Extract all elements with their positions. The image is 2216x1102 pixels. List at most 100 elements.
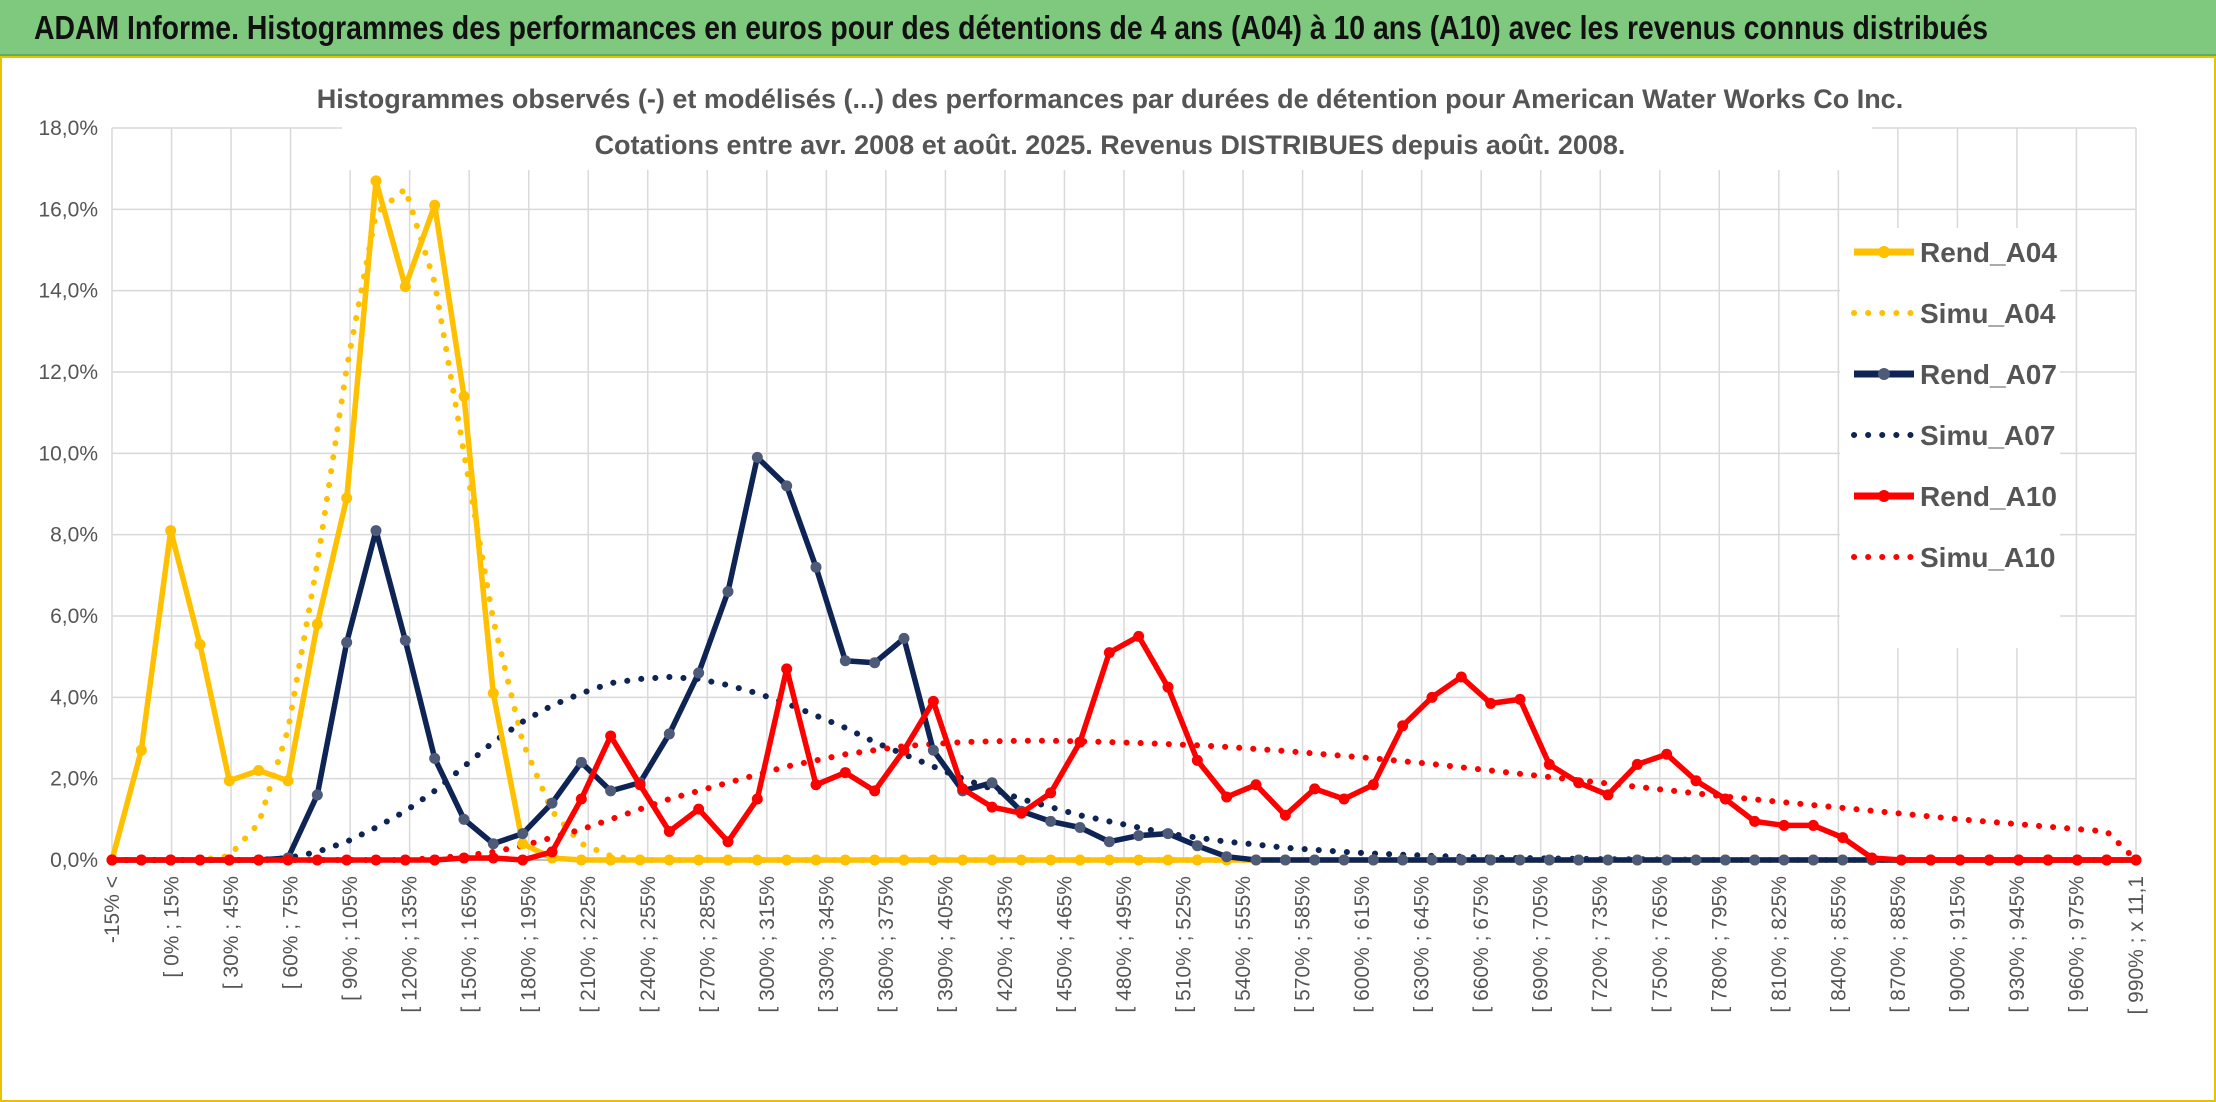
data-point — [986, 777, 998, 789]
x-axis-labels: -15% < [ 0% ; 15% [ 30% ; 45% [ 60% ; 75% [ … — [101, 876, 2148, 1015]
data-point — [1074, 821, 1086, 833]
legend-label: Rend_A07 — [1920, 359, 2057, 390]
data-point — [546, 846, 558, 858]
x-tick-label: [ 0% ; 15% — [161, 876, 184, 978]
data-point — [1191, 840, 1203, 852]
x-tick-label: [ 600% ; 615% — [1351, 876, 1374, 1013]
x-tick-label: [ 450% ; 465% — [1053, 876, 1076, 1013]
data-point — [1162, 681, 1174, 693]
x-tick-label: [ 690% ; 705% — [1530, 876, 1553, 1013]
data-point — [2013, 854, 2025, 866]
data-point — [1925, 854, 1937, 866]
data-point — [253, 765, 265, 777]
x-tick-label: [ 30% ; 45% — [220, 876, 243, 989]
data-point — [663, 854, 675, 866]
data-point — [575, 793, 587, 805]
data-point — [1837, 854, 1849, 866]
data-point — [1045, 815, 1057, 827]
data-point — [1309, 854, 1321, 866]
y-tick-label: 16,0% — [38, 198, 98, 221]
data-point — [370, 175, 382, 187]
x-tick-label: [ 990% ; x 11,1 — [2125, 876, 2148, 1015]
data-point — [1103, 647, 1115, 659]
data-point — [1015, 854, 1027, 866]
data-point — [429, 752, 441, 764]
data-point — [869, 657, 881, 669]
data-point — [1279, 854, 1291, 866]
y-axis-labels: 0,0% 2,0% 4,0% 6,0% 8,0% 10,0% 12,0% 14,0% 16,0%… — [38, 117, 98, 872]
data-point — [722, 854, 734, 866]
data-point — [399, 854, 411, 866]
x-tick-label: -15% < — [101, 876, 124, 943]
data-point — [2071, 854, 2083, 866]
chart-title-line-1: Histogrammes observés (-) et modélisés (… — [317, 84, 1903, 114]
data-point — [1250, 854, 1262, 866]
data-point — [1778, 854, 1790, 866]
data-point — [751, 451, 763, 463]
data-point — [399, 634, 411, 646]
data-point — [1133, 854, 1145, 866]
data-point — [869, 785, 881, 797]
data-point — [1749, 854, 1761, 866]
data-point — [986, 854, 998, 866]
data-point — [1074, 854, 1086, 866]
data-point — [487, 838, 499, 850]
legend-label: Simu_A07 — [1920, 420, 2055, 451]
data-point — [341, 854, 353, 866]
data-point — [311, 789, 323, 801]
data-point — [1719, 793, 1731, 805]
data-point — [1191, 754, 1203, 766]
data-point — [1191, 854, 1203, 866]
data-point — [1778, 819, 1790, 831]
legend-backdrop — [1840, 228, 2060, 648]
data-point — [165, 525, 177, 537]
data-point — [1895, 854, 1907, 866]
data-point — [1661, 854, 1673, 866]
x-tick-label: [ 90% ; 105% — [339, 876, 362, 1001]
data-point — [1749, 815, 1761, 827]
data-point — [898, 854, 910, 866]
data-point — [1954, 854, 1966, 866]
data-point — [810, 854, 822, 866]
data-point — [1602, 854, 1614, 866]
data-point — [810, 561, 822, 573]
data-point — [1426, 691, 1438, 703]
legend-label: Simu_A04 — [1920, 298, 2056, 329]
legend-item: Simu_A07 — [1851, 420, 2055, 451]
data-point — [223, 775, 235, 787]
y-tick-label: 12,0% — [38, 361, 98, 384]
y-tick-label: 2,0% — [50, 768, 98, 791]
data-point — [106, 854, 118, 866]
data-point — [1338, 854, 1350, 866]
data-point — [869, 854, 881, 866]
data-point — [1485, 854, 1497, 866]
data-point — [1573, 777, 1585, 789]
x-tick-label: [ 540% ; 555% — [1232, 876, 1255, 1013]
x-tick-label: [ 390% ; 405% — [934, 876, 957, 1013]
data-point — [223, 854, 235, 866]
data-point — [399, 281, 411, 293]
data-point — [839, 767, 851, 779]
chart: 0,0% 2,0% 4,0% 6,0% 8,0% 10,0% 12,0% 14,0% 16,0%… — [38, 58, 2148, 1015]
legend-label: Simu_A10 — [1920, 542, 2055, 573]
data-point — [1455, 671, 1467, 683]
data-point — [1543, 758, 1555, 770]
data-point — [282, 854, 294, 866]
data-point — [1162, 828, 1174, 840]
data-point — [1103, 854, 1115, 866]
legend: Rend_A04 Simu_A04 Rend_A07 Simu_A07 Rend_A10… — [1851, 237, 2057, 573]
data-point — [341, 492, 353, 504]
data-point — [2130, 854, 2142, 866]
data-point — [311, 618, 323, 630]
chart-grid — [111, 127, 2137, 861]
x-tick-label: [ 330% ; 345% — [815, 876, 838, 1013]
data-point — [517, 828, 529, 840]
data-point — [1250, 779, 1262, 791]
legend-item: Rend_A04 — [1854, 237, 2057, 268]
data-point — [1807, 854, 1819, 866]
data-point — [751, 854, 763, 866]
data-point — [1514, 693, 1526, 705]
data-point — [927, 854, 939, 866]
data-point — [1837, 832, 1849, 844]
x-tick-label: [ 780% ; 795% — [1708, 876, 1731, 1013]
